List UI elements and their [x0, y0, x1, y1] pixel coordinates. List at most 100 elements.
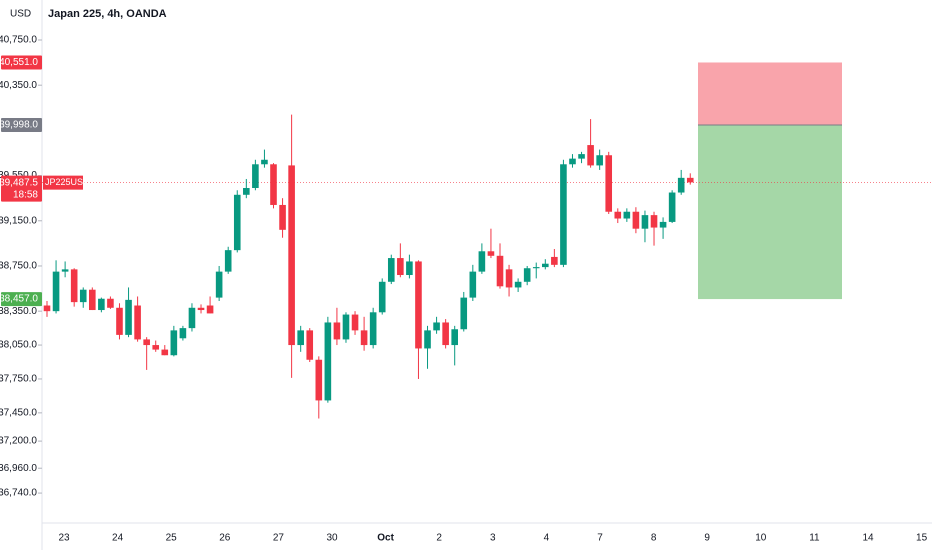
candle-body	[424, 330, 431, 349]
candle-body	[505, 269, 513, 288]
candle-body	[70, 269, 78, 303]
candle-body	[351, 314, 359, 331]
candle-body	[206, 305, 214, 314]
y-tick-label: 38,750.0	[0, 261, 37, 272]
candle-body	[650, 215, 658, 228]
candle-body	[243, 188, 250, 195]
candle-body	[360, 330, 368, 346]
candle-body	[215, 271, 223, 298]
currency: USD	[10, 9, 31, 20]
candle-body	[161, 349, 169, 356]
y-tick-label: 37,200.0	[0, 436, 37, 447]
candle-body	[143, 339, 150, 346]
x-tick-label: 25	[166, 533, 178, 544]
y-tick-label: 36,740.0	[0, 488, 37, 499]
candle-body	[623, 211, 631, 219]
candle-body	[98, 298, 105, 311]
x-tick-label: 15	[916, 533, 928, 544]
candle-body	[451, 329, 458, 346]
candle-body	[333, 322, 341, 340]
candle-body	[569, 158, 576, 165]
target-label-bg	[1, 292, 42, 307]
symbol-tag-bg	[43, 175, 83, 190]
candle-body	[677, 177, 685, 193]
y-tick-label: 37,450.0	[0, 407, 37, 418]
candle-body	[233, 194, 241, 251]
candle-body	[297, 330, 304, 346]
candle-body	[632, 211, 640, 229]
x-tick-label: 27	[273, 533, 285, 544]
candle-body	[668, 192, 676, 222]
x-tick-label: 26	[219, 533, 231, 544]
stop-label-bg	[1, 55, 42, 70]
target-label: 38,457.0	[0, 294, 38, 305]
x-tick-label: 10	[755, 533, 767, 544]
x-tick-label: 8	[651, 533, 657, 544]
x-tick-label: Oct	[377, 533, 394, 544]
x-tick-label: 23	[58, 533, 70, 544]
candle-body	[496, 255, 504, 287]
x-tick-label: 2	[436, 533, 442, 544]
x-tick-label: 4	[544, 533, 550, 544]
y-tick-label: 40,350.0	[0, 80, 37, 91]
last-price-bg	[1, 175, 42, 202]
candle-body	[188, 307, 196, 329]
candle-body	[270, 164, 277, 205]
candle-body	[560, 164, 567, 265]
candle-body	[587, 145, 594, 166]
candle-body	[397, 258, 404, 276]
candle-body	[79, 289, 87, 303]
candle-body	[315, 359, 323, 401]
entry-label-bg	[1, 117, 42, 132]
candle-body	[406, 261, 413, 276]
candle-body	[460, 297, 468, 330]
candle-body	[252, 164, 259, 189]
y-tick-label: 38,050.0	[0, 340, 37, 351]
candle-body	[170, 330, 178, 356]
candle-body	[342, 314, 350, 340]
candle-body	[116, 307, 123, 335]
candle-body	[387, 258, 395, 282]
candle-body	[551, 256, 558, 265]
countdown: 18:58	[13, 189, 38, 200]
candle-body	[578, 154, 585, 159]
y-tick-label: 36,960.0	[0, 463, 37, 474]
candle-body	[89, 289, 96, 311]
candle-body	[641, 215, 649, 229]
candle-body	[605, 155, 613, 212]
x-tick-label: 3	[490, 533, 496, 544]
candle-body	[324, 322, 332, 401]
candle-body	[107, 298, 114, 308]
candle-body	[125, 299, 132, 335]
y-tick-label: 40,750.0	[0, 35, 37, 46]
candle-body	[487, 251, 495, 256]
candle-body	[415, 261, 422, 349]
x-tick-label: 7	[597, 533, 603, 544]
candle-body	[469, 271, 477, 298]
x-tick-label: 24	[112, 533, 124, 544]
y-tick-label: 39,150.0	[0, 215, 37, 226]
y-tick-label: 37,750.0	[0, 374, 37, 385]
candle-body	[614, 211, 622, 219]
candle-body	[478, 251, 486, 272]
candle-body	[279, 204, 286, 230]
stop-zone	[698, 62, 842, 125]
candle-body	[61, 269, 69, 272]
candle-body	[433, 322, 440, 331]
candle-body	[224, 250, 232, 272]
x-tick-label: 14	[862, 533, 874, 544]
x-tick-label: 9	[704, 533, 710, 544]
last-price-label: 39,487.5	[0, 177, 38, 188]
stop-label: 40,551.0	[0, 57, 38, 68]
candle-body	[52, 271, 60, 312]
candle-body	[306, 330, 314, 360]
candle-body	[523, 268, 531, 282]
candle-body	[43, 305, 51, 312]
target-zone	[698, 124, 842, 300]
candle-body	[261, 159, 268, 165]
chart-title: Japan 225, 4h, OANDA	[48, 8, 167, 20]
candle-body	[288, 165, 295, 346]
candle-body	[442, 322, 449, 346]
candle-body	[596, 155, 603, 166]
